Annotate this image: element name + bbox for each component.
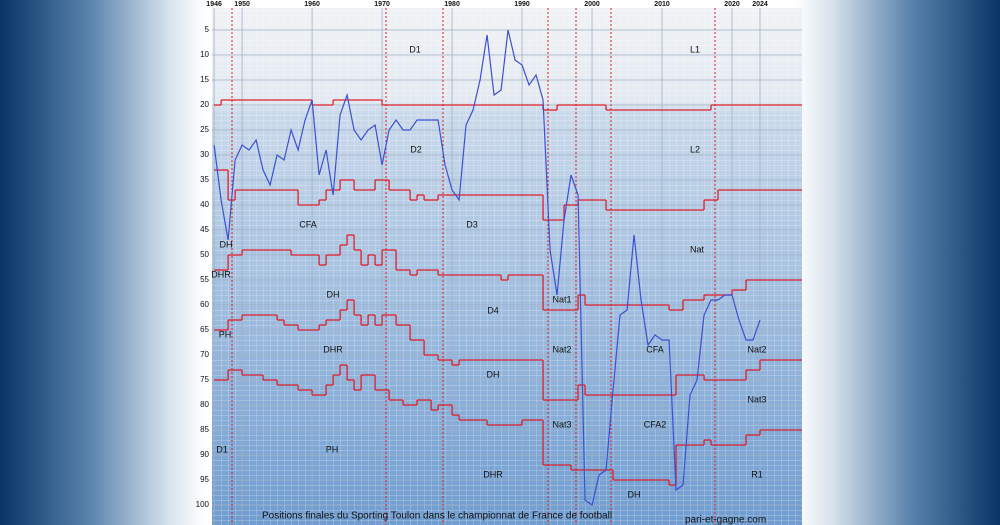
y-tick-label: 65 [200, 325, 209, 334]
division-label: Nat1 [552, 294, 571, 304]
division-label: CFA [646, 344, 664, 354]
y-tick-label: 85 [200, 425, 209, 434]
y-tick-label: 45 [200, 225, 209, 234]
x-tick-label: 2000 [584, 1, 600, 8]
division-label: CFA [299, 219, 317, 229]
x-tick-label: 2010 [654, 1, 670, 8]
division-label: D4 [487, 305, 499, 315]
y-tick-label: 10 [200, 50, 209, 59]
y-tick-label: 75 [200, 375, 209, 384]
division-label: DHR [483, 469, 503, 479]
division-label: D2 [410, 144, 422, 154]
y-tick-label: 35 [200, 175, 209, 184]
division-label: Nat2 [552, 344, 571, 354]
division-label: DH [487, 369, 500, 379]
x-tick-label: 1950 [234, 1, 250, 8]
y-tick-label: 80 [200, 400, 209, 409]
y-tick-label: 30 [200, 150, 209, 159]
x-tick-label: 1970 [374, 1, 390, 8]
footer: Positions finales du Sporting Toulon dan… [262, 511, 612, 522]
x-tick-label: 2020 [724, 1, 740, 8]
division-label: Nat3 [747, 394, 766, 404]
y-tick-label: 60 [200, 300, 209, 309]
division-label: Nat [690, 244, 705, 254]
division-label: D3 [466, 219, 478, 229]
y-tick-label: 20 [200, 100, 209, 109]
x-tick-label: 1960 [304, 1, 320, 8]
y-tick-label: 25 [200, 125, 209, 134]
division-label: PH [219, 329, 232, 339]
division-label: L2 [690, 144, 700, 154]
division-label: DHR [211, 269, 231, 279]
division-label: D1 [216, 444, 228, 454]
division-label: L1 [690, 44, 700, 54]
x-tick-label: 1990 [514, 1, 530, 8]
y-tick-label: 70 [200, 350, 209, 359]
y-tick-label: 55 [200, 275, 209, 284]
division-label: R1 [751, 469, 763, 479]
division-label: Nat3 [552, 419, 571, 429]
y-tick-label: 40 [200, 200, 209, 209]
division-label: Nat2 [747, 344, 766, 354]
division-label: PH [326, 444, 339, 454]
y-tick-label: 5 [205, 25, 210, 34]
division-label: CFA2 [644, 419, 667, 429]
division-label: DH [327, 289, 340, 299]
position-line [213, 29, 761, 507]
y-tick-label: 100 [196, 500, 210, 509]
y-tick-label: 50 [200, 250, 209, 259]
division-label: DHR [323, 344, 343, 354]
minor-grid [212, 8, 802, 525]
x-tick-label: 2024 [752, 1, 768, 8]
x-tick-label: 1980 [444, 1, 460, 8]
source: pari-et-gagne.com [685, 515, 766, 525]
x-tick-label: 1946 [206, 1, 222, 8]
division-label: DH [628, 489, 641, 499]
y-tick-label: 95 [200, 475, 209, 484]
division-label: D1 [409, 44, 421, 54]
y-tick-label: 15 [200, 75, 209, 84]
y-tick-label: 90 [200, 450, 209, 459]
division-label: DH [220, 239, 233, 249]
